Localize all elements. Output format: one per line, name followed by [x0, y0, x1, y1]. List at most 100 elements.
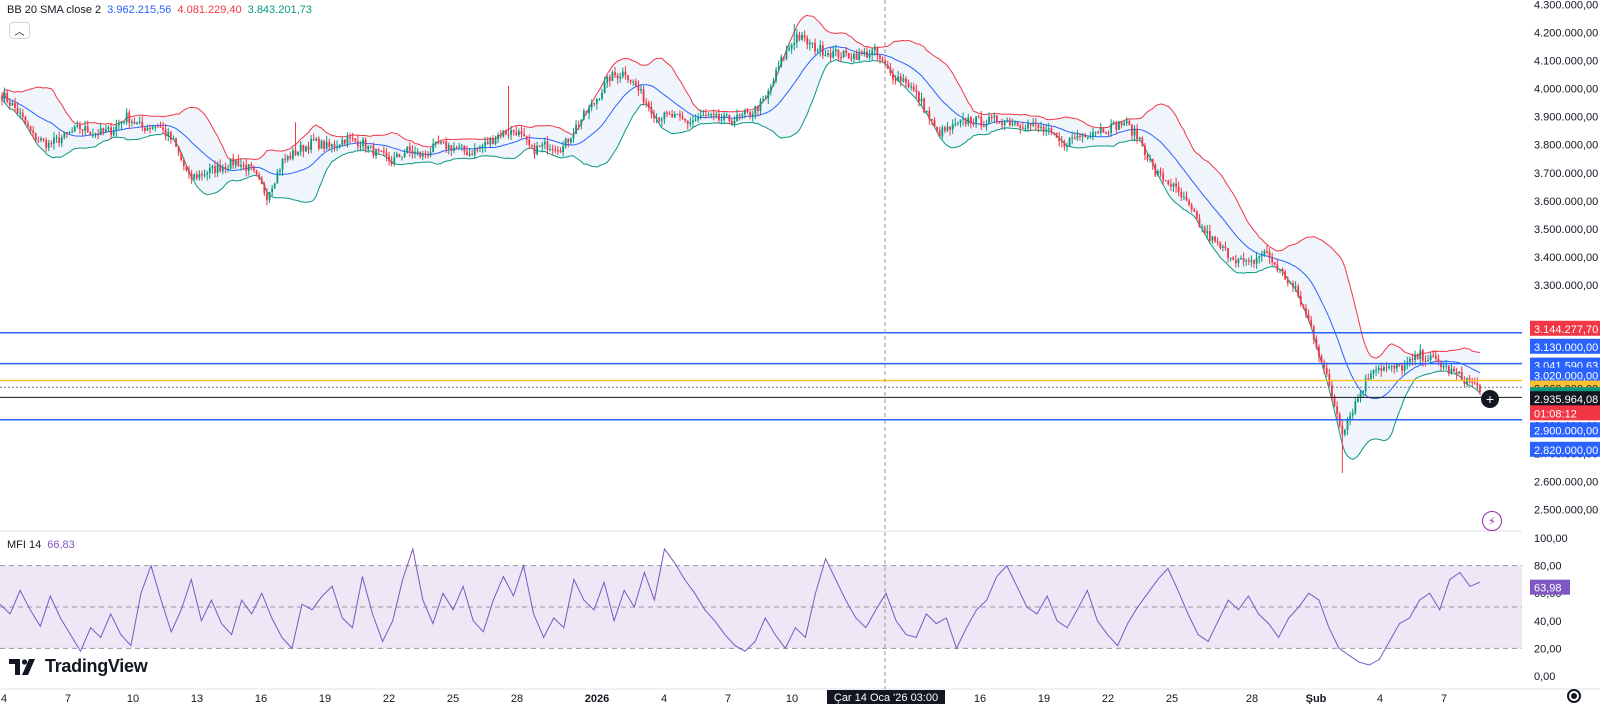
time-tick-label: 19	[1038, 693, 1050, 704]
candle	[977, 114, 980, 119]
candle-body	[564, 138, 567, 147]
candle	[795, 29, 798, 49]
candle-body	[1112, 122, 1115, 124]
candle	[1289, 281, 1292, 284]
candle-body	[1234, 260, 1237, 264]
candle-body	[224, 167, 227, 169]
collapse-legend-button[interactable]: ︿	[9, 22, 30, 39]
candle-body	[650, 107, 653, 115]
candle	[853, 52, 855, 63]
candle-body	[1185, 196, 1188, 201]
candle-body	[460, 145, 463, 147]
candle	[471, 149, 474, 156]
bb-upper-value: 4.081.229,40	[177, 4, 242, 16]
candle	[1395, 363, 1398, 372]
candle-body	[614, 72, 616, 76]
grid	[0, 530, 1600, 690]
candle-body	[588, 107, 590, 114]
mfi-legend[interactable]: MFI 14 66,83	[7, 539, 75, 551]
candle-body	[453, 147, 455, 151]
candle	[354, 138, 357, 144]
tradingview-logo[interactable]: TradingView	[9, 656, 148, 677]
candle	[71, 127, 74, 134]
candle	[466, 145, 468, 156]
candle-body	[1263, 251, 1266, 255]
candle-body	[24, 116, 27, 124]
candle-body	[1424, 360, 1427, 362]
candle-body	[538, 145, 541, 147]
candle	[603, 76, 606, 94]
candle-body	[1453, 368, 1455, 372]
horizontal-lines[interactable]	[0, 332, 1522, 421]
candle	[73, 124, 76, 133]
candle	[369, 145, 372, 149]
candle	[1198, 214, 1201, 228]
candle-body	[543, 141, 546, 145]
time-tick-label: 13	[191, 693, 203, 704]
candle-body	[193, 174, 196, 179]
candle-body	[393, 157, 396, 165]
candle	[697, 113, 700, 123]
candle-body	[785, 50, 788, 59]
candle	[741, 112, 744, 120]
price-axis[interactable]: 4.300.000,00 4.200.000,00 4.100.000,00 4.00…	[1530, 0, 1600, 517]
candle-body	[977, 116, 980, 118]
candle-body	[1450, 368, 1453, 374]
candle	[294, 122, 297, 157]
candle	[242, 161, 245, 171]
candle	[102, 127, 105, 136]
candle	[510, 125, 513, 140]
candle	[253, 165, 255, 173]
bb-legend[interactable]: BB 20 SMA close 2 3.962.215,56 4.081.229…	[7, 2, 312, 18]
candle	[694, 114, 697, 122]
candle-body	[1305, 307, 1307, 315]
lightning-icon[interactable]: ⚡	[1482, 511, 1502, 531]
candle-body	[884, 60, 887, 66]
candle	[1068, 136, 1071, 148]
candle-body	[1042, 126, 1045, 131]
candle	[266, 188, 268, 206]
candle	[949, 126, 952, 136]
candle	[1377, 364, 1380, 374]
time-tick-label: 4	[1377, 693, 1383, 704]
candle	[666, 110, 668, 118]
candle	[1466, 377, 1468, 388]
candle-body	[546, 141, 549, 150]
settings-gear-icon[interactable]: ⚙	[1567, 689, 1581, 703]
candle	[1318, 344, 1320, 363]
candle	[897, 70, 900, 82]
candle-body	[764, 98, 767, 100]
candle-body	[1364, 378, 1367, 392]
bb-upper-line	[1, 14, 1481, 359]
mfi-tick-label: 100,00	[1534, 533, 1568, 545]
candle-body	[598, 98, 601, 100]
candle-body	[427, 154, 429, 156]
candle	[1382, 364, 1385, 372]
candle	[1037, 124, 1040, 133]
candle-body	[1458, 371, 1461, 375]
candle-body	[577, 124, 580, 126]
candle-body	[964, 118, 967, 125]
add-alert-plus-icon[interactable]: +	[1481, 390, 1499, 408]
crosshair: Çar 14 Oca '26 03:00	[827, 0, 945, 704]
price-tag-bg	[1530, 338, 1600, 354]
candle-body	[1310, 319, 1313, 327]
candle	[1169, 178, 1172, 192]
candle	[120, 121, 123, 130]
candle	[221, 164, 224, 175]
candle-body	[1141, 137, 1144, 146]
candle-body	[712, 114, 715, 116]
candle	[684, 118, 687, 124]
candle-body	[707, 115, 710, 117]
candle-body	[1323, 362, 1326, 368]
candle	[1045, 123, 1048, 137]
candle	[84, 120, 87, 136]
candle	[317, 136, 320, 151]
candle-body	[1136, 128, 1139, 140]
candle-body	[621, 71, 624, 77]
candle	[912, 82, 915, 92]
candle	[850, 52, 853, 63]
candle	[1302, 304, 1305, 310]
time-axis[interactable]: 4 7 10 13 16 19 22 25 28 2026 4 7 10 16 19 22 25 28 Şub 4 7	[1, 693, 1447, 704]
